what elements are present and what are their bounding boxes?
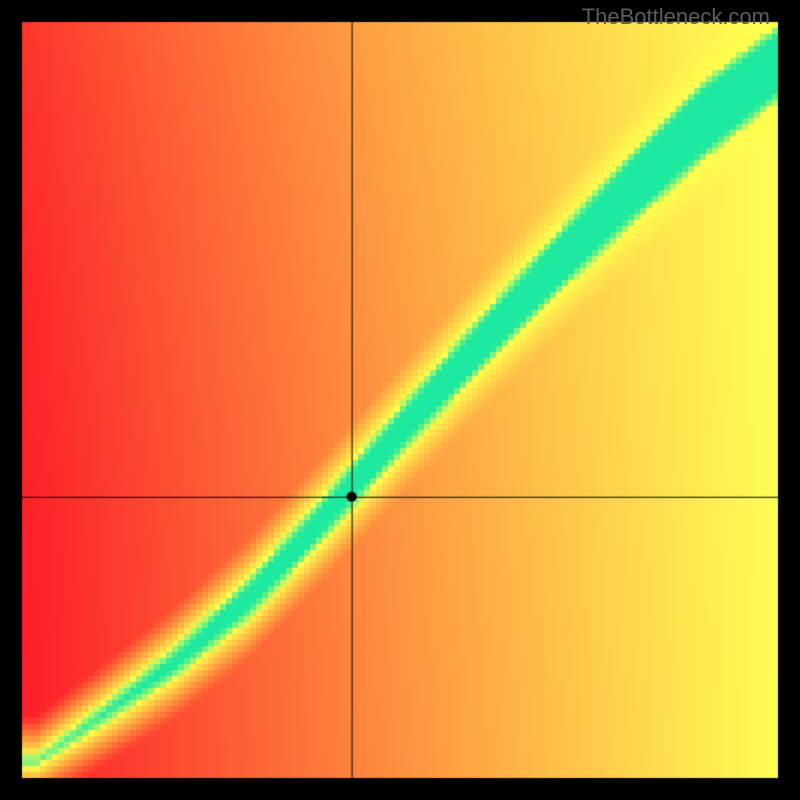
watermark-text: TheBottleneck.com (582, 4, 770, 30)
bottleneck-heatmap (0, 0, 800, 800)
